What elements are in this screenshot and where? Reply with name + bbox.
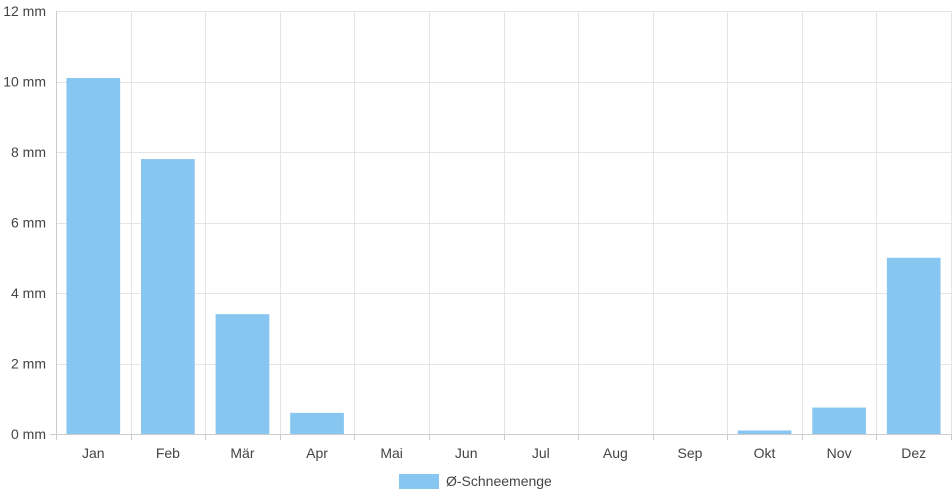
x-tick-label: Dez <box>901 445 926 461</box>
y-tick-label: 2 mm <box>11 356 46 372</box>
x-tick-label: Feb <box>156 445 180 461</box>
x-tick-label: Okt <box>754 445 776 461</box>
x-tick-label: Apr <box>306 445 328 461</box>
x-tick-label: Mai <box>380 445 403 461</box>
legend-label[interactable]: Ø-Schneemenge <box>446 473 552 489</box>
x-tick-label: Sep <box>677 445 702 461</box>
x-tick-label: Nov <box>827 445 852 461</box>
x-tick-label: Jul <box>532 445 550 461</box>
bar-jan[interactable] <box>66 77 121 434</box>
bar-dez[interactable] <box>886 257 941 434</box>
bars <box>66 77 941 435</box>
y-tick-label: 6 mm <box>11 215 46 231</box>
legend[interactable]: Ø-Schneemenge <box>399 473 552 489</box>
x-tick-label: Aug <box>603 445 628 461</box>
y-tick-label: 10 mm <box>3 74 46 90</box>
bar-mär[interactable] <box>215 314 270 434</box>
y-tick-label: 8 mm <box>11 144 46 160</box>
y-axis-ticks: 0 mm 2 mm 4 mm 6 mm 8 mm 10 mm 12 mm <box>3 3 46 442</box>
bar-okt[interactable] <box>737 430 792 434</box>
x-tick-label: Mär <box>230 445 254 461</box>
y-tick-label: 12 mm <box>3 3 46 19</box>
x-axis-ticks: Jan Feb Mär Apr Mai Jun Jul Aug Sep Okt Nov Dez <box>82 445 926 461</box>
y-tick-label: 4 mm <box>11 285 46 301</box>
bar-feb[interactable] <box>141 159 195 435</box>
axes <box>50 11 952 440</box>
bar-apr[interactable] <box>290 412 344 434</box>
x-tick-label: Jun <box>455 445 478 461</box>
legend-swatch[interactable] <box>399 474 439 489</box>
bar-nov[interactable] <box>812 407 866 434</box>
grid <box>56 11 952 435</box>
x-tick-label: Jan <box>82 445 105 461</box>
y-tick-label: 0 mm <box>11 426 46 442</box>
